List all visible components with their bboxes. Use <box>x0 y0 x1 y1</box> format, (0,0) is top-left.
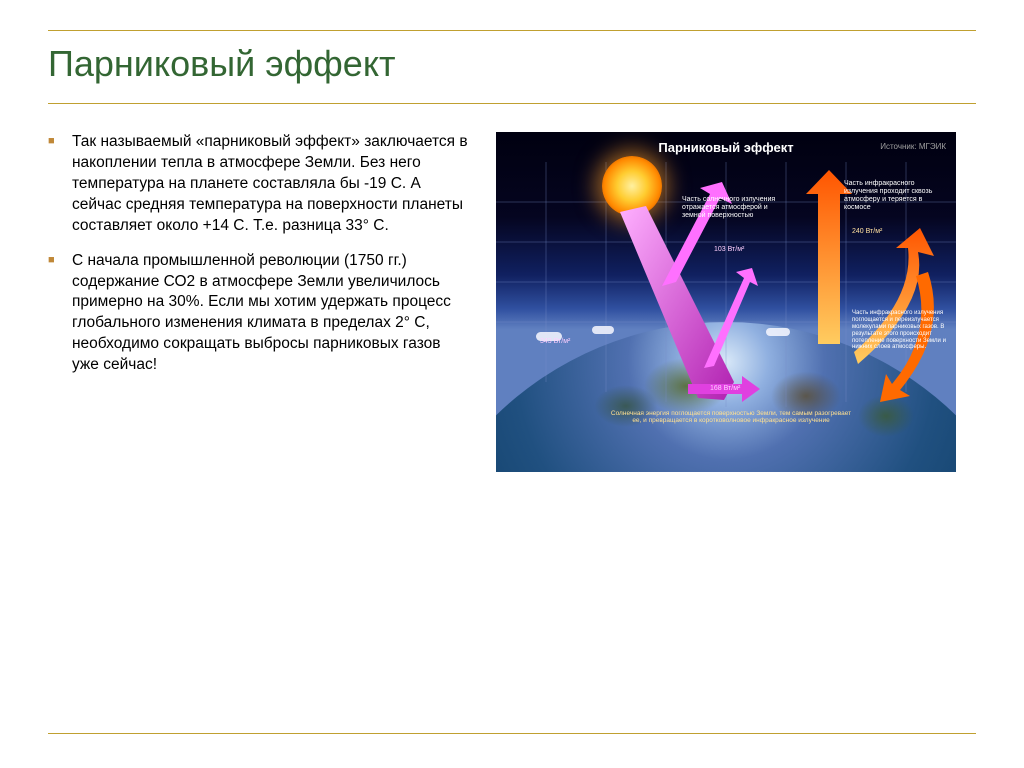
diagram-column: Парниковый эффект Источник: МГЭИК Часть … <box>496 132 976 472</box>
label-reflected-value: 103 Вт/м² <box>714 246 744 254</box>
arrow-solar-incoming <box>620 206 734 400</box>
text-column: Так называемый «парниковый эффект» заклю… <box>48 132 468 472</box>
greenhouse-diagram: Парниковый эффект Источник: МГЭИК Часть … <box>496 132 956 472</box>
label-surface-text: Солнечная энергия поглощается поверхност… <box>606 410 856 425</box>
footer-divider <box>48 733 976 734</box>
bullet-item: С начала промышленной революции (1750 гг… <box>48 251 468 377</box>
arrow-reflected-surface <box>704 268 758 368</box>
label-reflected: Часть солнечного излучения отражается ат… <box>682 196 790 220</box>
label-surface-value: 168 Вт/м² <box>710 385 740 393</box>
slide-title: Парниковый эффект <box>48 43 976 85</box>
content-row: Так называемый «парниковый эффект» заклю… <box>48 132 976 472</box>
bullet-list: Так называемый «парниковый эффект» заклю… <box>48 132 468 376</box>
label-outgoing-ir-value: 240 Вт/м² <box>852 228 882 236</box>
label-absorbed-ir: Часть инфракрасного излучения поглощаетс… <box>852 310 952 351</box>
title-bar: Парниковый эффект <box>48 30 976 104</box>
diagram-source: Источник: МГЭИК <box>880 142 946 151</box>
bullet-item: Так называемый «парниковый эффект» заклю… <box>48 132 468 237</box>
label-outgoing-ir: Часть инфракрасного излучения проходит с… <box>844 180 944 212</box>
label-incoming-value: 343 Вт/м² <box>540 338 570 346</box>
